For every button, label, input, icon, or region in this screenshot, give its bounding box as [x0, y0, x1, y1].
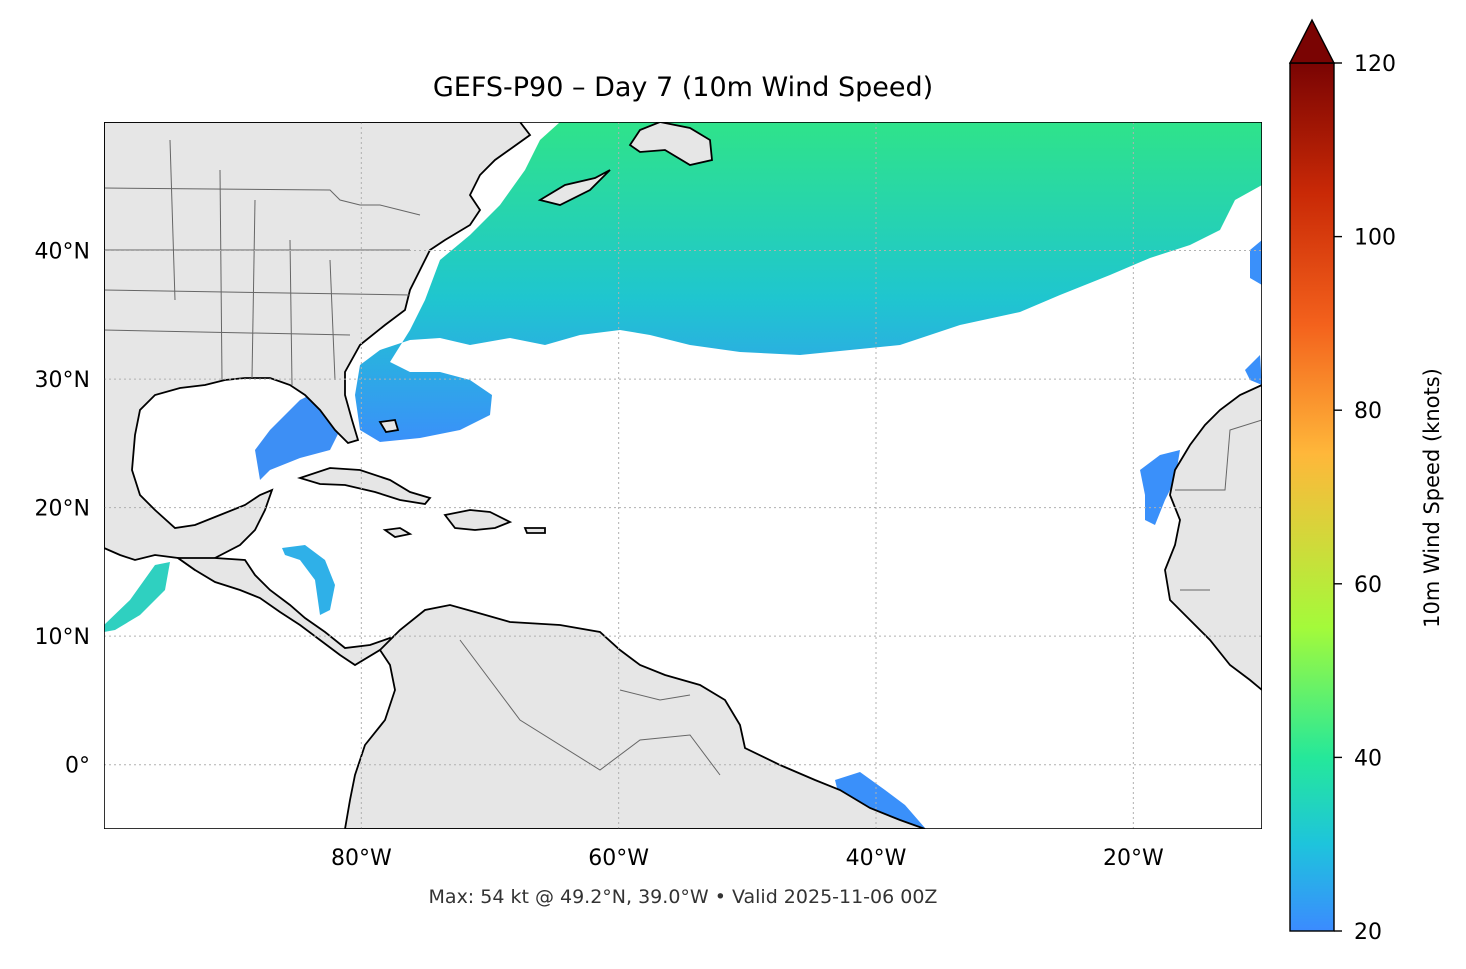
colorbar-ticks: 20 40 60 80 100 120: [1334, 52, 1396, 945]
latitude-tick-label: 10°N: [35, 625, 90, 650]
latitude-tick-label: 20°N: [35, 497, 90, 522]
puerto-rico: [523, 527, 546, 534]
map-footer-caption: Max: 54 kt @ 49.2°N, 39.0°W • Valid 2025…: [428, 886, 938, 908]
longitude-tick-label: 60°W: [588, 846, 649, 871]
jamaica: [382, 527, 413, 538]
azores-wind-patch: [1250, 240, 1262, 285]
longitude-tick-label: 20°W: [1103, 846, 1164, 871]
nova-scotia: [537, 169, 611, 206]
south-america: [344, 604, 926, 829]
colorbar: 20 40 60 80 100 120: [1288, 18, 1396, 945]
latitude-tick-label: 30°N: [35, 368, 90, 393]
longitude-ticks: 80°W 60°W 40°W 20°W: [331, 846, 1164, 871]
colorbar-tick-label: 40: [1354, 746, 1382, 771]
pacific-gap-wind-patch: [104, 562, 170, 632]
admin-borders: [104, 139, 1262, 776]
longitude-tick-label: 40°W: [846, 846, 907, 871]
land-masses: [104, 122, 1262, 829]
north-atlantic-wind-band: [355, 122, 1262, 442]
colorbar-label: 10m Wind Speed (knots): [1420, 368, 1444, 628]
map-plot-area: [104, 122, 1262, 829]
newfoundland: [628, 122, 713, 166]
gulf-of-guinea-wind-patch: [1245, 355, 1262, 385]
colorbar-tick-label: 80: [1354, 399, 1382, 424]
colorbar-tick-label: 60: [1354, 573, 1382, 598]
latitude-tick-label: 0°: [65, 754, 90, 779]
colorbar-tick-label: 20: [1354, 920, 1382, 945]
colorbar-extend-arrow: [1288, 18, 1336, 64]
latitude-ticks: 40°N 30°N 20°N 10°N 0°: [35, 240, 90, 779]
canary-wind-patch: [1140, 450, 1180, 525]
brazil-wind-patch: [835, 772, 925, 828]
caribbean-wind-patch: [282, 545, 335, 615]
colorbar-tick-label: 100: [1354, 226, 1396, 251]
longitude-tick-label: 80°W: [331, 846, 392, 871]
colorbar-ramp: [1289, 62, 1335, 932]
cuba: [297, 467, 432, 505]
latitude-tick-label: 40°N: [35, 240, 90, 265]
colorbar-tick-label: 120: [1354, 52, 1396, 77]
gridlines: [104, 122, 1262, 829]
africa: [1164, 384, 1262, 692]
hispaniola: [443, 509, 513, 531]
bahamas: [378, 419, 400, 433]
map-title: GEFS-P90 – Day 7 (10m Wind Speed): [432, 72, 934, 103]
